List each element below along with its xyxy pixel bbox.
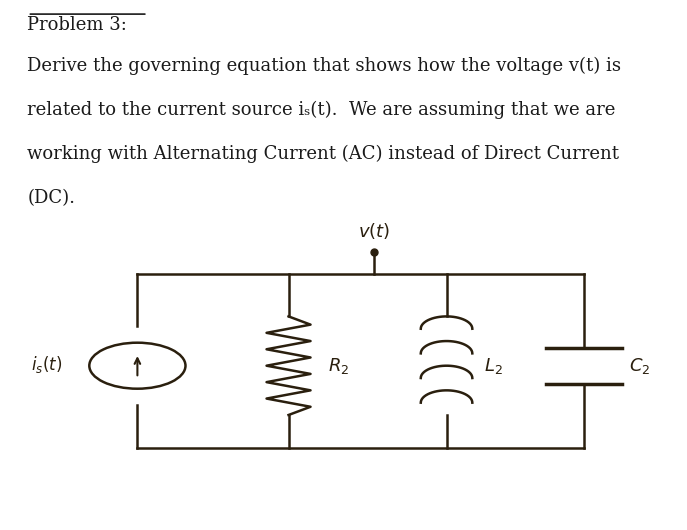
Text: $L_2$: $L_2$ (484, 356, 503, 376)
Text: working with Alternating Current (AC) instead of Direct Current: working with Alternating Current (AC) in… (27, 145, 620, 163)
Text: $C_2$: $C_2$ (629, 356, 650, 376)
Text: $i_s(t)$: $i_s(t)$ (31, 354, 63, 375)
Text: related to the current source iₛ(t).  We are assuming that we are: related to the current source iₛ(t). We … (27, 101, 616, 119)
Text: Problem 3:: Problem 3: (27, 16, 127, 34)
Text: $v(t)$: $v(t)$ (359, 221, 390, 241)
Text: (DC).: (DC). (27, 189, 76, 207)
Text: Derive the governing equation that shows how the voltage v(t) is: Derive the governing equation that shows… (27, 56, 622, 75)
Text: $R_2$: $R_2$ (328, 356, 350, 376)
